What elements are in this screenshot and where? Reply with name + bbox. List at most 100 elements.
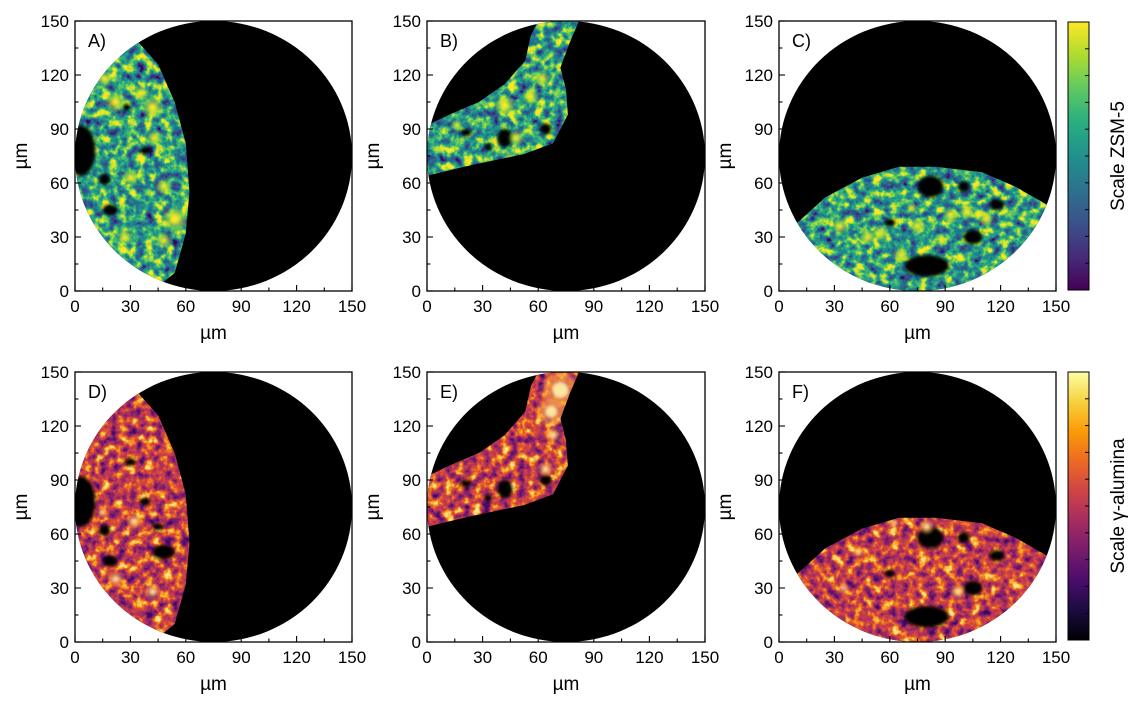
x-tick-label: 30 xyxy=(121,648,140,667)
y-tick-label: 60 xyxy=(402,525,421,544)
colorbar-alumina: Scale γ-alumina xyxy=(1067,371,1129,641)
y-tick-label: 30 xyxy=(402,228,421,247)
x-tick-label: 30 xyxy=(473,297,492,316)
x-tick-label: 90 xyxy=(936,648,955,667)
hotspot xyxy=(160,183,167,190)
hotspot xyxy=(121,233,128,241)
x-tick-label: 60 xyxy=(529,648,548,667)
panel-label: B) xyxy=(440,31,458,51)
y-axis-title: µm xyxy=(11,494,32,521)
x-tick-label: 30 xyxy=(121,297,140,316)
x-axis-title: µm xyxy=(904,674,931,695)
field-of-view-disc xyxy=(427,21,705,291)
hotspot xyxy=(549,431,557,439)
y-tick-label: 90 xyxy=(402,471,421,490)
x-tick-label: 150 xyxy=(338,648,366,667)
pore xyxy=(958,532,970,543)
y-tick-label: 150 xyxy=(393,12,421,31)
x-tick-label: 60 xyxy=(176,648,195,667)
y-tick-label: 30 xyxy=(50,228,69,247)
y-tick-label: 150 xyxy=(745,363,773,382)
hotspot xyxy=(841,585,846,591)
pore xyxy=(989,199,1005,211)
pore xyxy=(917,175,944,198)
colorbar-title: Scale γ-alumina xyxy=(1108,438,1129,574)
panel-b: 0 30 60 90 120 150 0 30 60 90 120 150 µm µm B) xyxy=(363,12,719,344)
x-axis-title: µm xyxy=(904,323,931,344)
x-tick-label: 120 xyxy=(282,648,310,667)
panel-a: 0 30 60 90 120 150 0 30 60 90 120 150 µm µm A) xyxy=(11,12,366,344)
hotspot xyxy=(112,575,119,583)
x-tick-label: 150 xyxy=(691,648,719,667)
panel-e: 0 30 60 90 120 150 0 30 60 90 120 150 µm µm E) xyxy=(363,363,719,695)
field-of-view-disc xyxy=(427,372,705,642)
pore xyxy=(102,555,118,567)
y-tick-label: 150 xyxy=(41,12,69,31)
y-tick-label: 60 xyxy=(754,174,773,193)
pore xyxy=(99,525,111,536)
pore xyxy=(139,147,151,155)
y-tick-label: 120 xyxy=(41,66,69,85)
hotspot xyxy=(897,251,904,259)
hotspot xyxy=(552,381,569,399)
x-tick-label: 0 xyxy=(774,297,783,316)
x-tick-label: 90 xyxy=(936,297,955,316)
colorbar-title: Scale ZSM-5 xyxy=(1108,101,1129,211)
pore xyxy=(123,103,131,111)
panel-d: 0 30 60 90 120 150 0 30 60 90 120 150 µm µm D) xyxy=(11,363,366,695)
hotspot xyxy=(964,208,971,215)
y-tick-label: 90 xyxy=(402,120,421,139)
hotspot xyxy=(149,588,156,595)
y-tick-label: 90 xyxy=(50,120,69,139)
x-tick-label: 60 xyxy=(176,297,195,316)
y-tick-label: 0 xyxy=(764,633,773,652)
y-tick-label: 30 xyxy=(50,579,69,598)
y-tick-label: 90 xyxy=(50,471,69,490)
pore xyxy=(460,129,472,137)
panel-label: A) xyxy=(88,31,106,51)
pore xyxy=(484,494,492,502)
hotspot xyxy=(101,75,108,82)
x-tick-label: 60 xyxy=(880,648,899,667)
y-tick-label: 90 xyxy=(754,120,773,139)
pore xyxy=(497,480,513,498)
x-tick-label: 150 xyxy=(338,297,366,316)
pore xyxy=(75,125,96,176)
x-tick-label: 150 xyxy=(1042,648,1070,667)
hotspot xyxy=(160,237,167,244)
y-tick-label: 30 xyxy=(402,579,421,598)
hotspot xyxy=(527,93,534,100)
x-tick-label: 0 xyxy=(70,297,79,316)
x-tick-label: 120 xyxy=(635,297,663,316)
hotspot xyxy=(454,123,459,128)
x-tick-label: 150 xyxy=(1042,297,1070,316)
pore xyxy=(540,474,552,486)
hotspot xyxy=(545,405,558,418)
y-tick-label: 60 xyxy=(754,525,773,544)
hotspot xyxy=(512,134,520,142)
hotspot xyxy=(542,466,549,473)
y-tick-label: 0 xyxy=(60,282,69,301)
hotspot xyxy=(127,174,134,181)
y-tick-label: 150 xyxy=(393,363,421,382)
y-tick-label: 90 xyxy=(754,471,773,490)
hotspot xyxy=(131,518,138,525)
hotspot xyxy=(111,97,120,107)
x-tick-label: 90 xyxy=(584,648,603,667)
y-tick-label: 60 xyxy=(50,174,69,193)
x-tick-label: 120 xyxy=(986,297,1014,316)
hotspot xyxy=(864,233,871,241)
pore xyxy=(884,219,896,227)
pore xyxy=(989,550,1005,561)
hotspot xyxy=(169,213,180,225)
hotspot xyxy=(151,134,158,142)
hotspot xyxy=(138,89,145,97)
hotspot xyxy=(939,238,944,243)
hotspot xyxy=(856,549,861,555)
pore xyxy=(152,544,175,560)
x-tick-label: 120 xyxy=(635,648,663,667)
x-tick-label: 30 xyxy=(473,648,492,667)
panel-label: C) xyxy=(792,31,811,51)
y-tick-label: 0 xyxy=(412,282,421,301)
y-tick-label: 60 xyxy=(402,174,421,193)
